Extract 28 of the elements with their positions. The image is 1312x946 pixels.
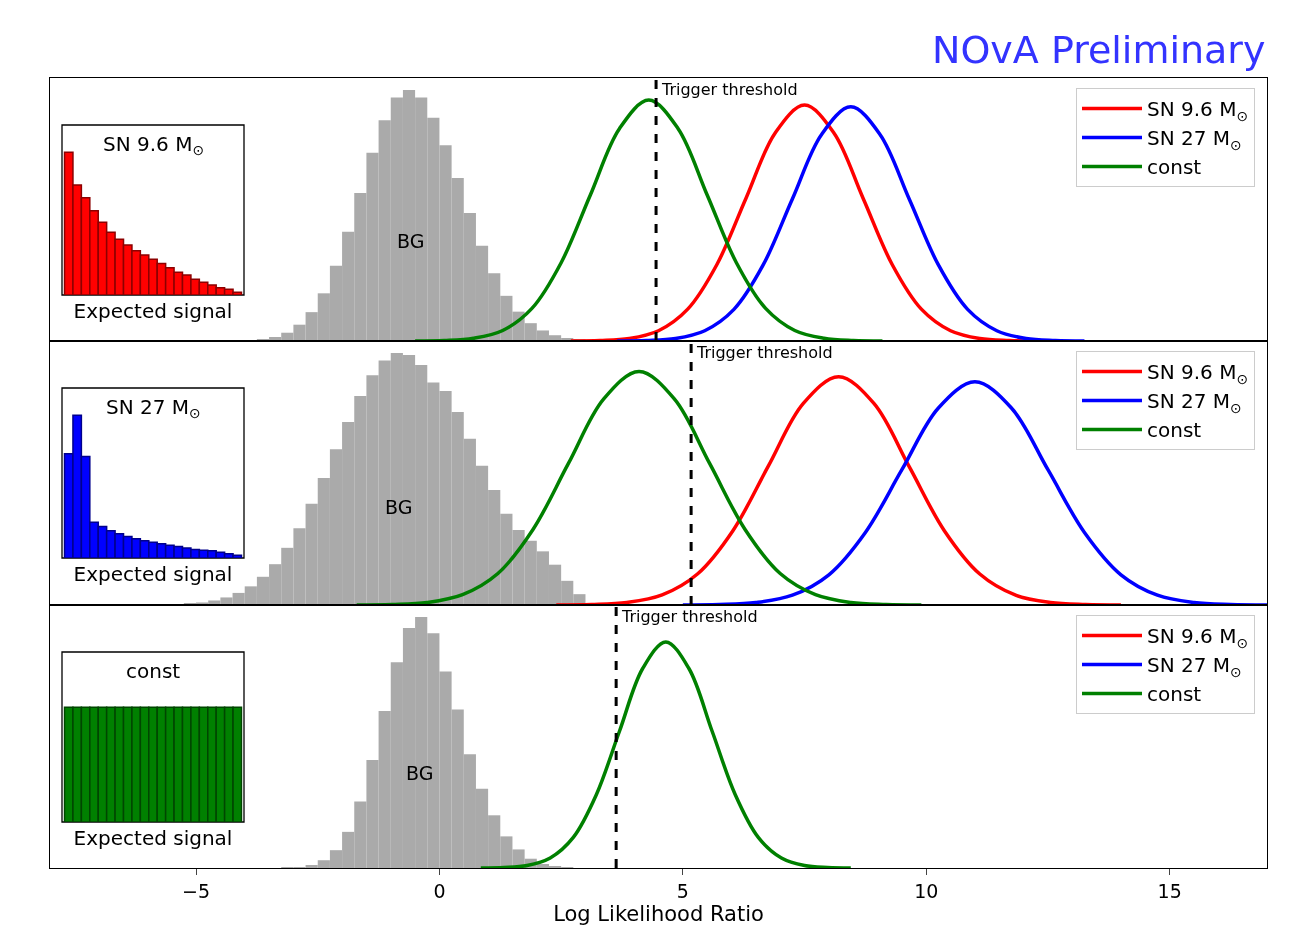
- x-tick-label: −5: [182, 879, 211, 902]
- chart-title: SN 9.6 M$_{⊙}$: [103, 132, 205, 159]
- annotation: BG: [406, 762, 434, 784]
- legend-label: SN 27 M$_{⊙}$: [1147, 126, 1242, 153]
- legend-label: SN 9.6 M$_{⊙}$: [1147, 360, 1249, 387]
- annotation: BG: [385, 496, 413, 518]
- x-axis-title: Expected signal: [73, 825, 233, 850]
- legend-label: SN 27 M$_{⊙}$: [1147, 389, 1242, 416]
- annotation: BG: [397, 230, 425, 252]
- x-tick-label: 5: [676, 879, 689, 902]
- x-tick-label: 15: [1157, 879, 1182, 902]
- x-axis-title: Expected signal: [73, 298, 233, 323]
- chart-title: SN 27 M$_{⊙}$: [106, 395, 201, 422]
- legend-label: SN 9.6 M$_{⊙}$: [1147, 624, 1249, 651]
- x-tick-label: 10: [914, 879, 939, 902]
- x-tick-label: 0: [433, 879, 446, 902]
- ref-line-label: Trigger threshold: [661, 80, 798, 99]
- legend-label: const: [1147, 155, 1202, 180]
- legend-label: const: [1147, 682, 1202, 707]
- ref-line-label: Trigger threshold: [621, 607, 758, 626]
- x-axis-title: Expected signal: [73, 561, 233, 586]
- chart-title: const: [126, 659, 181, 683]
- x-axis-title: Log Likelihood Ratio: [553, 901, 764, 926]
- text: NOvA Preliminary: [932, 28, 1266, 72]
- legend-label: SN 9.6 M$_{⊙}$: [1147, 97, 1249, 124]
- legend-label: SN 27 M$_{⊙}$: [1147, 653, 1242, 680]
- legend-label: const: [1147, 418, 1202, 443]
- ref-line-label: Trigger threshold: [696, 343, 833, 362]
